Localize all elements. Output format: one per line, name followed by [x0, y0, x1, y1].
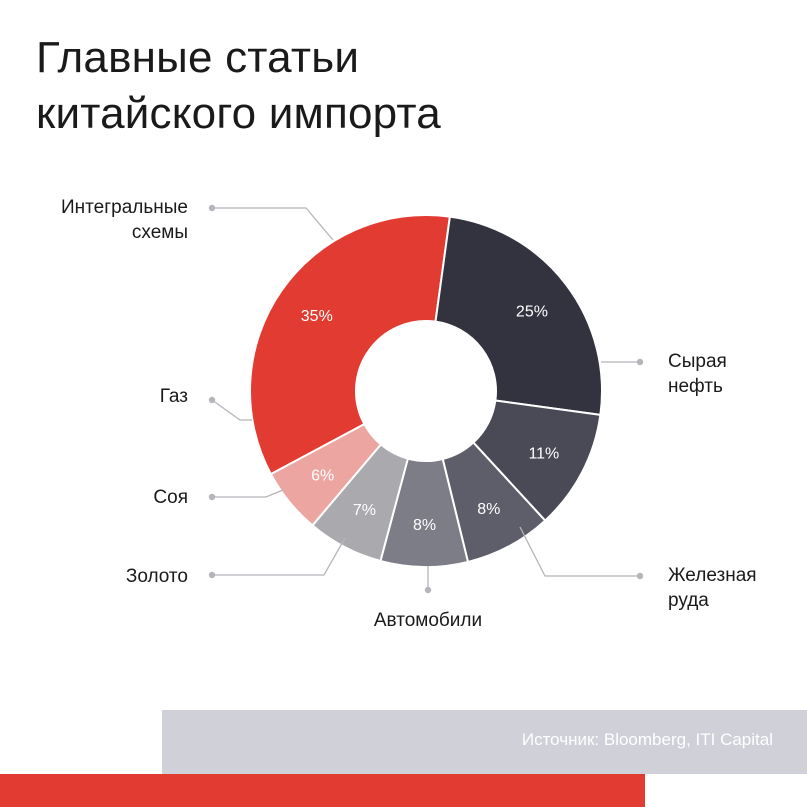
- leader-line-железная-руда: [519, 526, 640, 577]
- footer-bar: Источник: Bloomberg, ITI Capital: [162, 710, 807, 774]
- slice-газ: [269, 422, 383, 527]
- category-label-автомобили: Автомобили: [374, 610, 482, 631]
- page-title: Главные статьи китайского импорта: [36, 30, 441, 142]
- footer-stripe: [0, 774, 645, 807]
- donut-chart: 35% 25% 11% 8% 8% 7% 6% Интегральные схемы Сырая н…: [61, 197, 757, 631]
- category-label-сырая-нефть: Сырая нефть: [668, 351, 727, 397]
- category-label-соя: Соя: [153, 487, 188, 508]
- leader-dot-золото: [208, 571, 216, 579]
- leader-dot-автомобили: [424, 586, 432, 594]
- slice-сырая-нефть: [434, 215, 603, 417]
- value-label-соя: 7%: [353, 502, 376, 519]
- title-line-1: Главные статьи: [36, 33, 360, 82]
- source-note: Источник: Bloomberg, ITI Capital: [521, 730, 773, 749]
- title-line-2: китайского импорта: [36, 89, 441, 138]
- slice-железная-руда: [471, 399, 602, 522]
- category-label-газ: Газ: [160, 386, 188, 407]
- leader-dot-газ: [208, 396, 216, 404]
- leader-line-газ: [211, 399, 252, 421]
- value-label-автомобили: 8%: [477, 501, 500, 518]
- value-label-железная-руда: 11%: [528, 446, 559, 463]
- category-label-интегральные-схемы: Интегральные схемы: [61, 197, 188, 243]
- leader-dot-соя: [208, 493, 216, 501]
- value-label-золото: 8%: [413, 517, 436, 534]
- value-label-интегральные-схемы: 35%: [301, 308, 333, 325]
- leader-dot-железная-руда: [636, 572, 644, 580]
- leader-dot-сырая-нефть: [636, 358, 644, 366]
- category-label-железная-руда: Железная руда: [668, 565, 757, 611]
- value-label-сырая-нефть: 25%: [516, 304, 548, 321]
- slice-интегральные-схемы: [249, 214, 452, 476]
- leader-line-золото: [212, 537, 346, 576]
- category-label-золото: Золото: [126, 566, 188, 587]
- leader-line-соя: [212, 489, 284, 498]
- leader-line-интегральные-схемы: [212, 207, 334, 241]
- value-label-газ: 6%: [311, 468, 334, 485]
- leader-dot-интегральные-схемы: [208, 204, 216, 212]
